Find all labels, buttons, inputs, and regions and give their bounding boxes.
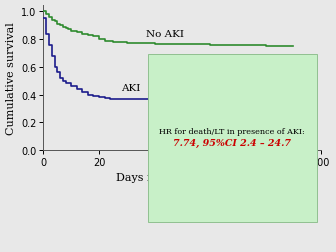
Text: AKI: AKI xyxy=(121,84,140,93)
Text: HR for death/LT in presence of AKI:: HR for death/LT in presence of AKI: xyxy=(160,128,305,136)
X-axis label: Days from presentation: Days from presentation xyxy=(116,173,249,183)
Text: 7.74, 95%CI 2.4 – 24.7: 7.74, 95%CI 2.4 – 24.7 xyxy=(173,138,291,147)
Y-axis label: Cumulative survival: Cumulative survival xyxy=(6,22,15,134)
FancyBboxPatch shape xyxy=(148,55,317,222)
Text: No AKI: No AKI xyxy=(146,30,184,39)
